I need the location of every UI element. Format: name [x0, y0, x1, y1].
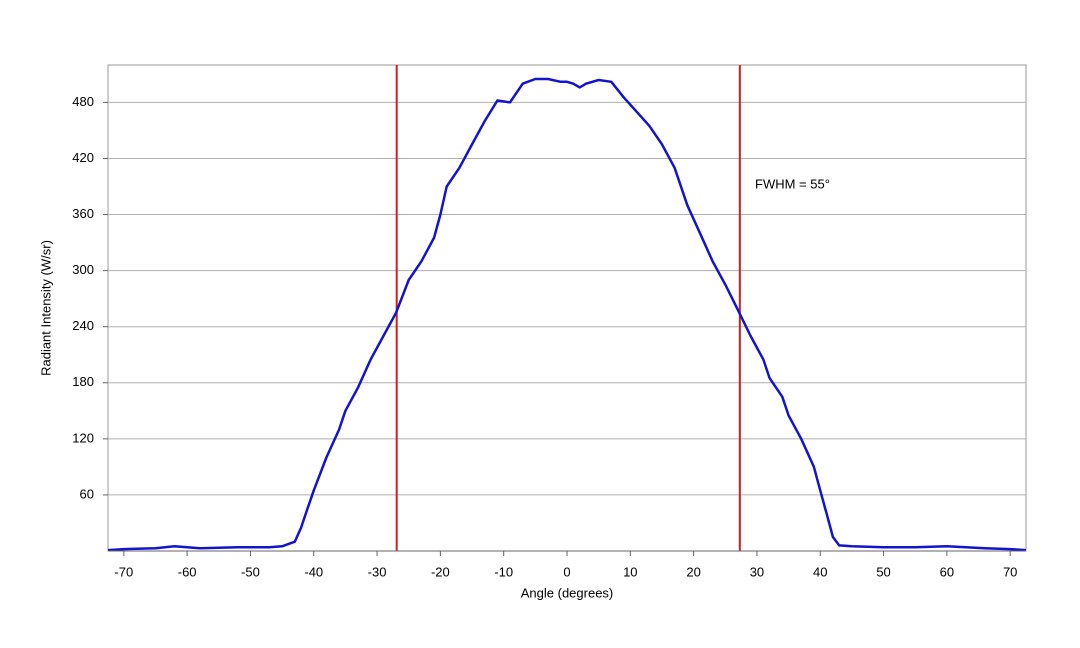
y-tick-label: 420: [72, 150, 94, 165]
plot-area: [107, 64, 1027, 552]
y-tick-label: 480: [72, 94, 94, 109]
x-tick-label: -70: [114, 564, 133, 579]
x-tick-label: 50: [876, 564, 890, 579]
x-tick-label: 60: [940, 564, 954, 579]
x-tick-label: -10: [494, 564, 513, 579]
x-tick-label: 40: [813, 564, 827, 579]
data-line: [107, 77, 1027, 552]
y-tick-label: 360: [72, 206, 94, 221]
annotation: FWHM = 55°: [755, 176, 830, 191]
x-tick-label: 20: [686, 564, 700, 579]
x-tick-label: -30: [368, 564, 387, 579]
x-tick-label: -60: [178, 564, 197, 579]
x-tick-label: -20: [431, 564, 450, 579]
x-axis-label: Angle (degrees): [521, 585, 614, 600]
y-tick-label: 60: [80, 486, 94, 501]
x-tick-label: 70: [1003, 564, 1017, 579]
x-tick-label: 0: [563, 564, 570, 579]
y-tick-label: 120: [72, 430, 94, 445]
y-tick-label: 240: [72, 318, 94, 333]
x-tick-label: -50: [241, 564, 260, 579]
y-tick-label: 180: [72, 374, 94, 389]
y-axis-label: Radiant Intensity (W/sr): [38, 240, 53, 376]
x-tick-label: 30: [750, 564, 764, 579]
x-tick-label: 10: [623, 564, 637, 579]
y-tick-label: 300: [72, 262, 94, 277]
x-tick-label: -40: [304, 564, 323, 579]
